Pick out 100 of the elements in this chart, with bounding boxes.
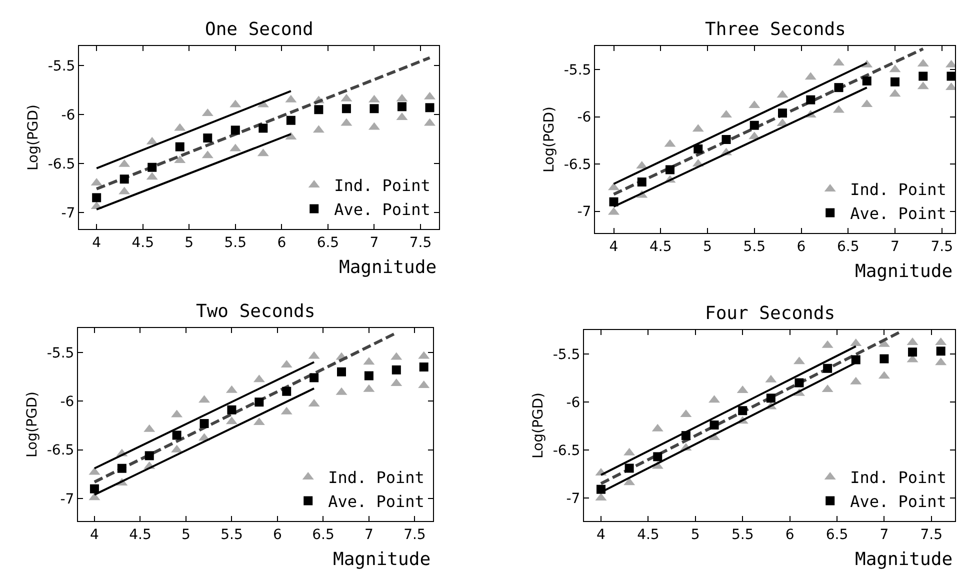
- chart-title: Three Seconds: [705, 19, 846, 40]
- x-tick-label: 5: [690, 526, 700, 543]
- point: [117, 464, 126, 473]
- y-tick-label: -6.5: [564, 156, 592, 173]
- point: [890, 77, 900, 86]
- point: [397, 102, 406, 112]
- point: [806, 95, 816, 104]
- point: [337, 367, 346, 376]
- point: [148, 162, 157, 172]
- point: [203, 133, 212, 142]
- y-tick-label: -6: [61, 107, 76, 124]
- point: [946, 72, 955, 81]
- x-tick-label: 5.5: [220, 526, 243, 543]
- y-axis-title: Log(PGD): [530, 392, 546, 459]
- point: [200, 419, 209, 428]
- y-tick-label: -6.5: [552, 442, 580, 459]
- point: [918, 72, 928, 81]
- x-axis-title: Magnitude: [855, 549, 953, 570]
- point: [90, 484, 99, 494]
- point: [624, 464, 634, 473]
- point: [419, 362, 428, 372]
- x-tick-label: 7: [370, 234, 379, 251]
- point: [175, 142, 184, 152]
- point: [637, 178, 646, 186]
- x-tick-label: 6: [273, 526, 282, 543]
- point: [364, 371, 374, 380]
- point: [851, 355, 860, 364]
- x-tick-label: 4.5: [129, 526, 152, 543]
- point: [254, 398, 264, 407]
- x-axis-title: Magnitude: [855, 261, 953, 282]
- y-tick-label: -7: [577, 204, 592, 220]
- point: [794, 378, 804, 388]
- point: [823, 364, 832, 373]
- x-tick-label: 4.5: [649, 238, 672, 255]
- point: [880, 354, 889, 364]
- legend-label: Ind. Point: [850, 180, 946, 200]
- x-tick-label: 7: [890, 238, 900, 255]
- x-tick-label: 6.5: [312, 526, 334, 543]
- chart-title: Four Seconds: [705, 303, 836, 324]
- x-tick-label: 6: [785, 526, 794, 543]
- point: [282, 386, 292, 396]
- x-tick-label: 4: [90, 526, 100, 543]
- legend-label: Ind. Point: [334, 176, 430, 196]
- x-tick-label: 4: [596, 526, 606, 543]
- y-axis-title: Log(PGD): [24, 391, 40, 458]
- point: [286, 116, 296, 125]
- point: [666, 165, 674, 174]
- legend-label: Ave. Point: [850, 492, 946, 511]
- y-tick-label: -6: [577, 110, 592, 126]
- x-tick-label: 4: [92, 234, 102, 251]
- x-tick-label: 5.5: [743, 238, 766, 255]
- point: [425, 103, 434, 112]
- point: [834, 83, 844, 92]
- x-tick-label: 7.5: [404, 526, 426, 543]
- point: [596, 484, 606, 494]
- point: [766, 394, 776, 403]
- point: [908, 348, 918, 357]
- x-tick-label: 5: [703, 238, 712, 255]
- point: [230, 126, 240, 135]
- x-tick-label: 7: [364, 526, 374, 543]
- point: [609, 197, 618, 206]
- x-tick-label: 5: [182, 526, 190, 543]
- legend-label: Ind. Point: [850, 468, 946, 488]
- point: [342, 104, 351, 114]
- point: [710, 420, 719, 430]
- legend-label: Ind. Point: [328, 468, 424, 488]
- point: [681, 431, 690, 440]
- point: [144, 451, 154, 460]
- x-tick-label: 4.5: [132, 234, 154, 251]
- x-tick-label: 6: [796, 238, 806, 255]
- legend-label: Ave. Point: [334, 200, 430, 219]
- y-tick-label: -5.5: [46, 345, 74, 362]
- y-tick-label: -6.5: [46, 442, 74, 459]
- x-tick-label: 5: [184, 234, 194, 251]
- x-tick-label: 7.5: [920, 526, 943, 543]
- x-axis-title: Magnitude: [333, 549, 431, 570]
- point: [694, 144, 703, 154]
- point: [258, 124, 268, 133]
- x-tick-label: 4: [609, 238, 618, 255]
- x-tick-label: 5.5: [731, 526, 754, 543]
- point: [750, 120, 759, 130]
- y-tick-label: -7: [61, 205, 76, 222]
- y-tick-label: -6: [60, 394, 74, 410]
- y-tick-label: -5.5: [48, 58, 76, 74]
- y-tick-label: -7: [566, 490, 580, 507]
- point: [370, 104, 379, 114]
- point: [120, 174, 129, 184]
- point: [172, 430, 182, 440]
- x-tick-label: 6.5: [316, 234, 340, 251]
- x-tick-label: 6.5: [836, 238, 860, 255]
- x-tick-label: 4.5: [637, 526, 660, 543]
- point: [392, 365, 401, 374]
- point: [722, 135, 731, 144]
- legend-label: Ave. Point: [850, 204, 946, 223]
- x-tick-label: 5.5: [224, 234, 247, 251]
- y-tick-label: -6.5: [48, 156, 76, 172]
- y-tick-label: -6: [566, 394, 580, 411]
- y-tick-label: -7: [60, 491, 74, 508]
- y-tick-label: -5.5: [564, 62, 592, 79]
- point: [936, 346, 946, 356]
